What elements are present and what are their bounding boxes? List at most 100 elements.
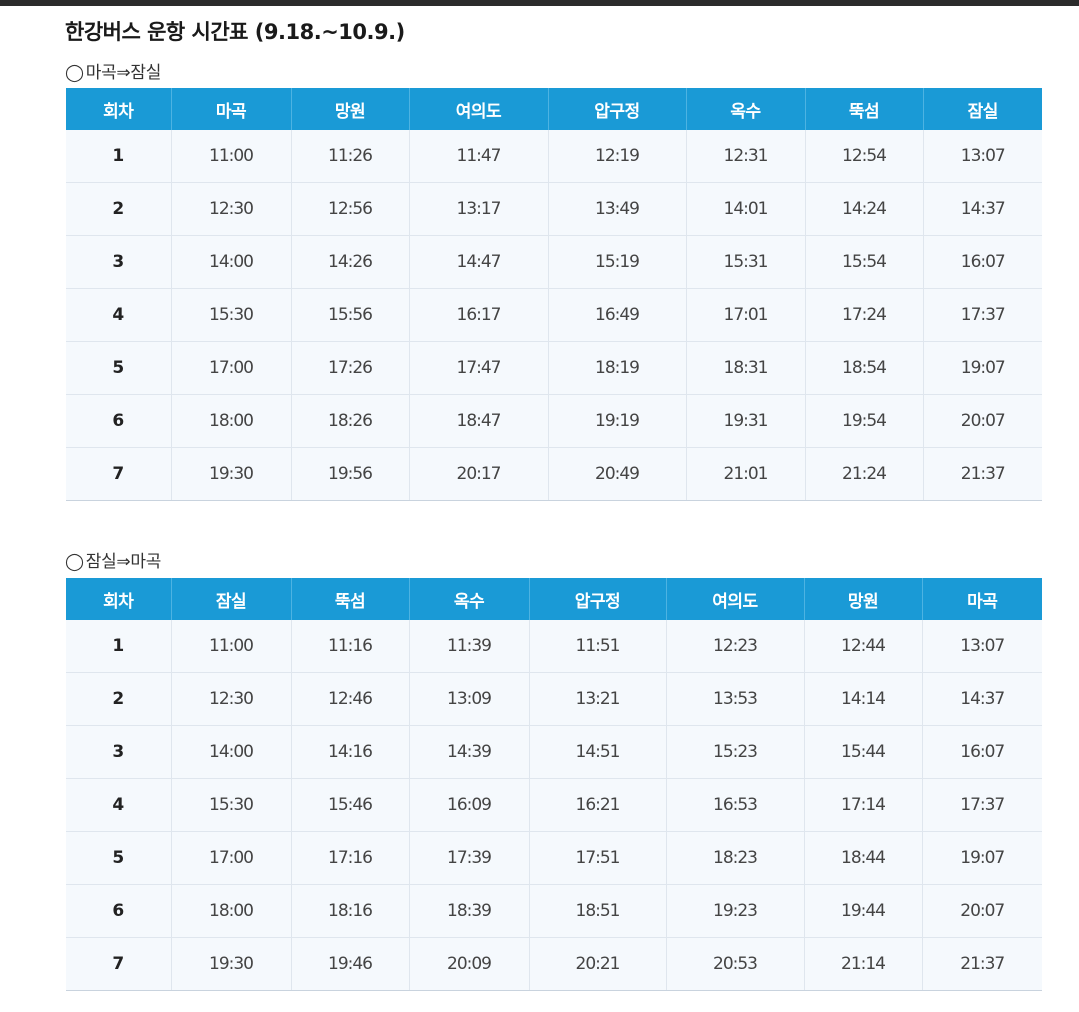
trip-number-cell: 5 (66, 341, 171, 395)
time-cell: 11:39 (408, 620, 529, 673)
time-cell: 17:14 (803, 778, 922, 832)
time-cell: 13:21 (528, 672, 666, 726)
time-cell: 15:23 (665, 725, 804, 779)
direction-text: 잠실⇒마곡 (85, 552, 162, 572)
circle-icon: ◯ (65, 63, 84, 83)
table-row: 2 12:30 12:56 13:17 13:49 14:01 14:24 14:37 (66, 182, 1042, 236)
time-cell: 18:51 (528, 884, 666, 938)
column-header: 망원 (290, 88, 409, 130)
time-cell: 12:30 (170, 672, 291, 726)
time-cell: 14:16 (290, 725, 409, 779)
time-cell: 13:17 (408, 182, 548, 236)
time-cell: 17:37 (922, 288, 1042, 342)
trip-number-cell: 2 (66, 182, 171, 236)
time-cell: 15:30 (170, 778, 291, 832)
page-title: 한강버스 운항 시간표 (9.18.~10.9.) (65, 20, 405, 44)
time-cell: 19:07 (921, 831, 1042, 885)
column-header: 회차 (66, 578, 171, 620)
time-cell: 17:01 (685, 288, 805, 342)
time-cell: 12:30 (170, 182, 291, 236)
time-cell: 15:56 (290, 288, 409, 342)
time-cell: 14:26 (290, 235, 409, 289)
time-cell: 12:46 (290, 672, 409, 726)
time-cell: 18:00 (170, 394, 291, 448)
column-header: 뚝섬 (804, 88, 923, 130)
time-cell: 12:54 (804, 130, 923, 183)
column-header: 회차 (66, 88, 171, 130)
time-cell: 15:54 (804, 235, 923, 289)
column-header: 압구정 (547, 88, 686, 130)
timetable-majeok-to-jamsil: 회차 마곡 망원 여의도 압구정 옥수 뚝섬 잠실 1 11:00 11:26 11:47 12:19… (66, 88, 1042, 501)
time-cell: 18:39 (408, 884, 529, 938)
time-cell: 14:47 (408, 235, 548, 289)
table-row: 3 14:00 14:16 14:39 14:51 15:23 15:44 16:07 (66, 725, 1042, 779)
column-header: 마곡 (921, 578, 1042, 620)
time-cell: 12:56 (290, 182, 409, 236)
time-cell: 14:01 (685, 182, 805, 236)
table-row: 6 18:00 18:26 18:47 19:19 19:31 19:54 20:07 (66, 394, 1042, 448)
time-cell: 18:47 (408, 394, 548, 448)
time-cell: 18:19 (547, 341, 686, 395)
table-row: 1 11:00 11:16 11:39 11:51 12:23 12:44 13:07 (66, 620, 1042, 673)
time-cell: 12:31 (685, 130, 805, 183)
time-cell: 18:26 (290, 394, 409, 448)
timetable-jamsil-to-majeok: 회차 잠실 뚝섬 옥수 압구정 여의도 망원 마곡 1 11:00 11:16 11:39 11:51… (66, 578, 1042, 991)
time-cell: 18:44 (803, 831, 922, 885)
table-row: 5 17:00 17:26 17:47 18:19 18:31 18:54 19:07 (66, 341, 1042, 395)
time-cell: 18:00 (170, 884, 291, 938)
time-cell: 17:16 (290, 831, 409, 885)
time-cell: 17:26 (290, 341, 409, 395)
time-cell: 17:47 (408, 341, 548, 395)
table-row: 1 11:00 11:26 11:47 12:19 12:31 12:54 13:07 (66, 130, 1042, 183)
time-cell: 21:37 (921, 937, 1042, 991)
time-cell: 20:09 (408, 937, 529, 991)
time-cell: 13:53 (665, 672, 804, 726)
time-cell: 14:24 (804, 182, 923, 236)
time-cell: 15:46 (290, 778, 409, 832)
time-cell: 20:07 (922, 394, 1042, 448)
time-cell: 14:39 (408, 725, 529, 779)
trip-number-cell: 7 (66, 937, 171, 991)
column-header: 압구정 (528, 578, 666, 620)
direction-label-1: ◯ 마곡⇒잠실 (65, 58, 161, 83)
time-cell: 11:00 (170, 620, 291, 673)
trip-number-cell: 7 (66, 447, 171, 501)
time-cell: 17:00 (170, 831, 291, 885)
time-cell: 14:00 (170, 235, 291, 289)
trip-number-cell: 5 (66, 831, 171, 885)
column-header: 뚝섬 (290, 578, 409, 620)
trip-number-cell: 1 (66, 130, 171, 183)
table-row: 2 12:30 12:46 13:09 13:21 13:53 14:14 14:37 (66, 672, 1042, 726)
time-cell: 11:51 (528, 620, 666, 673)
time-cell: 15:19 (547, 235, 686, 289)
time-cell: 15:44 (803, 725, 922, 779)
time-cell: 16:21 (528, 778, 666, 832)
top-bar (0, 0, 1079, 6)
time-cell: 11:16 (290, 620, 409, 673)
column-header: 여의도 (665, 578, 804, 620)
time-cell: 17:51 (528, 831, 666, 885)
table-row: 3 14:00 14:26 14:47 15:19 15:31 15:54 16:07 (66, 235, 1042, 289)
trip-number-cell: 6 (66, 394, 171, 448)
time-cell: 16:53 (665, 778, 804, 832)
time-cell: 20:21 (528, 937, 666, 991)
time-cell: 19:46 (290, 937, 409, 991)
column-header: 잠실 (922, 88, 1042, 130)
time-cell: 15:30 (170, 288, 291, 342)
trip-number-cell: 6 (66, 884, 171, 938)
time-cell: 19:30 (170, 447, 291, 501)
time-cell: 16:49 (547, 288, 686, 342)
table-row: 7 19:30 19:46 20:09 20:21 20:53 21:14 21:37 (66, 937, 1042, 991)
trip-number-cell: 2 (66, 672, 171, 726)
time-cell: 21:37 (922, 447, 1042, 501)
column-header: 여의도 (408, 88, 548, 130)
time-cell: 12:23 (665, 620, 804, 673)
time-cell: 16:17 (408, 288, 548, 342)
trip-number-cell: 1 (66, 620, 171, 673)
table-row: 4 15:30 15:56 16:17 16:49 17:01 17:24 17:37 (66, 288, 1042, 342)
time-cell: 15:31 (685, 235, 805, 289)
time-cell: 20:53 (665, 937, 804, 991)
time-cell: 11:26 (290, 130, 409, 183)
time-cell: 19:19 (547, 394, 686, 448)
table-header-row: 회차 잠실 뚝섬 옥수 압구정 여의도 망원 마곡 (66, 578, 1042, 620)
